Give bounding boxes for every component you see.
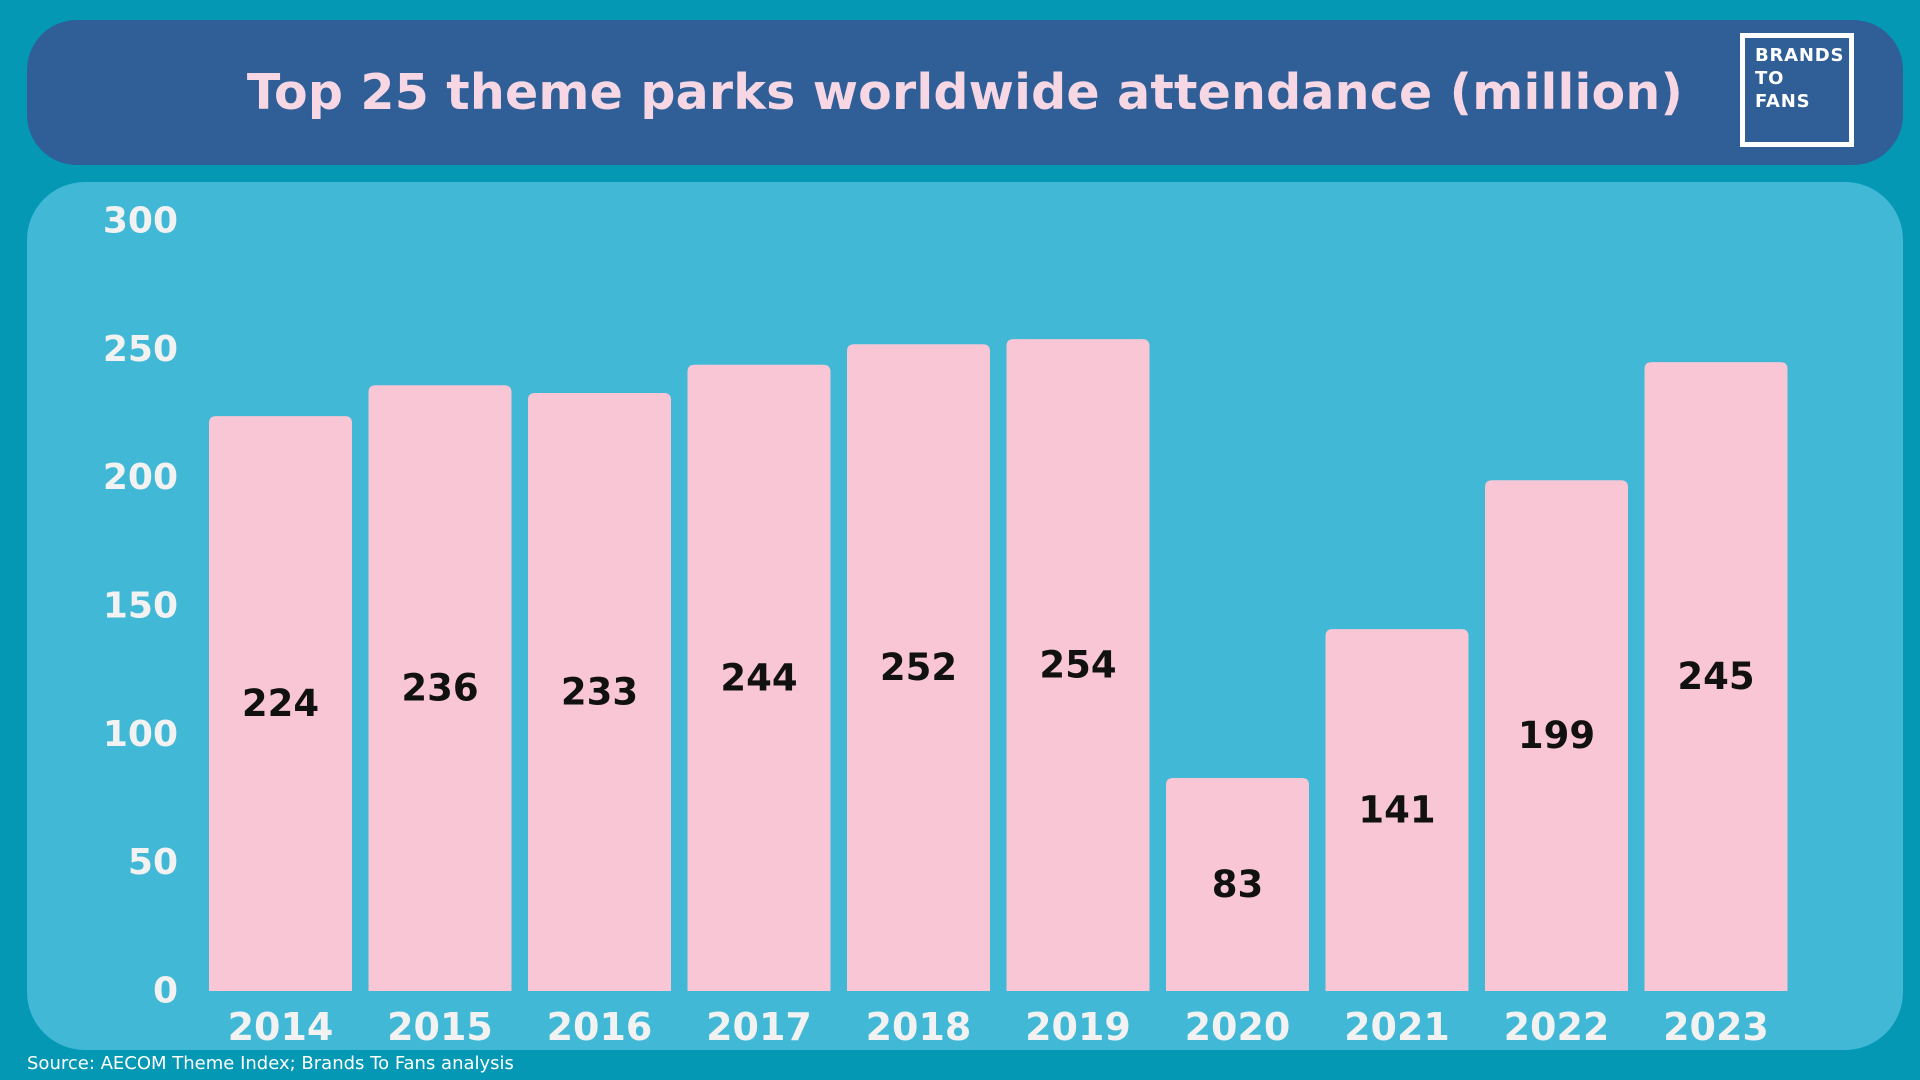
value-label-2019: 254 [1039, 644, 1116, 687]
chart-title: Top 25 theme parks worldwide attendance … [246, 64, 1684, 121]
value-label-2017: 244 [720, 656, 797, 699]
x-tick-label-2015: 2015 [387, 1005, 493, 1049]
bar-2020 [1166, 777, 1309, 991]
x-tick-label-2016: 2016 [547, 1005, 653, 1049]
x-tick-label-2017: 2017 [706, 1005, 812, 1049]
x-tick-label-2023: 2023 [1663, 1005, 1769, 1049]
bar-2016 [528, 392, 671, 991]
y-tick-label: 300 [103, 201, 178, 242]
bar-2015 [368, 385, 512, 991]
y-tick-label: 200 [103, 457, 178, 498]
value-label-2018: 252 [880, 646, 957, 689]
bar-2018 [847, 344, 990, 991]
source-note: Source: AECOM Theme Index; Brands To Fan… [27, 1053, 514, 1074]
y-tick-label: 100 [103, 714, 178, 755]
x-tick-label-2014: 2014 [228, 1005, 334, 1049]
bar-2022 [1485, 480, 1628, 991]
header-banner: Top 25 theme parks worldwide attendance … [27, 20, 1903, 165]
value-label-2022: 199 [1518, 714, 1595, 757]
brands-to-fans-logo: BRANDS TO FANS [1740, 33, 1854, 147]
x-tick-label-2021: 2021 [1344, 1005, 1450, 1049]
x-tick-label-2018: 2018 [866, 1005, 972, 1049]
value-label-2020: 83 [1212, 863, 1264, 906]
logo-line-2: TO [1755, 68, 1785, 89]
x-tick-label-2020: 2020 [1185, 1005, 1291, 1049]
value-label-2015: 236 [401, 667, 478, 710]
bar-2017 [687, 364, 831, 991]
x-tick-label-2019: 2019 [1025, 1005, 1131, 1049]
logo-line-3: FANS [1755, 91, 1811, 112]
x-tick-label-2022: 2022 [1504, 1005, 1610, 1049]
bar-2019 [1006, 339, 1150, 992]
y-tick-label: 0 [153, 971, 178, 1012]
y-tick-label: 150 [103, 586, 178, 627]
bar-2023 [1644, 362, 1788, 992]
logo-line-1: BRANDS [1755, 45, 1845, 66]
bar-2021 [1325, 629, 1469, 991]
value-label-2021: 141 [1358, 789, 1435, 832]
y-tick-label: 250 [103, 329, 178, 370]
value-label-2016: 233 [561, 670, 638, 713]
bar-2014 [209, 416, 352, 992]
value-label-2023: 245 [1677, 655, 1754, 698]
value-label-2014: 224 [242, 682, 319, 725]
y-tick-label: 50 [128, 842, 178, 883]
